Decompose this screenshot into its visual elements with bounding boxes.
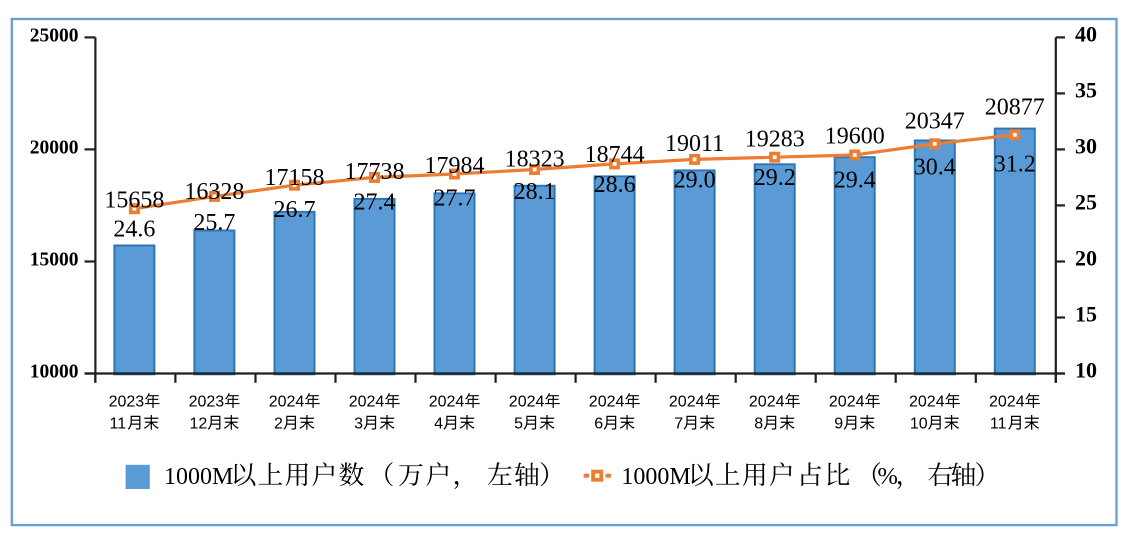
svg-text:8: 8 [754,415,763,432]
svg-text:19600: 19600 [825,124,885,150]
svg-text:7: 7 [674,415,683,432]
svg-text:35: 35 [1075,78,1097,103]
svg-text:2024: 2024 [509,394,545,411]
svg-text:5: 5 [514,415,523,432]
svg-text:9: 9 [834,415,843,432]
svg-text:27.7: 27.7 [434,185,476,211]
svg-text:15000: 15000 [30,250,79,271]
svg-text:25.7: 25.7 [193,210,235,236]
svg-text:2023: 2023 [109,394,145,411]
svg-text:20877: 20877 [985,94,1045,120]
svg-text:2024: 2024 [589,394,625,411]
svg-text:2024: 2024 [989,394,1025,411]
svg-text:%: % [878,463,898,490]
svg-text:1000M: 1000M [164,464,233,490]
svg-text:29.0: 29.0 [674,168,716,194]
svg-text:2024: 2024 [669,394,705,411]
svg-text:4: 4 [434,415,443,432]
svg-text:12: 12 [190,415,208,432]
svg-text:30: 30 [1075,134,1097,159]
svg-text:10000: 10000 [30,362,79,383]
svg-text:24.6: 24.6 [113,217,155,243]
svg-text:2023: 2023 [189,394,225,411]
svg-text:19283: 19283 [745,127,805,153]
svg-text:30.4: 30.4 [914,155,956,181]
svg-text:10: 10 [910,415,928,432]
svg-text:10: 10 [1075,358,1097,383]
svg-text:15: 15 [1075,302,1097,327]
svg-text:25000: 25000 [30,26,79,47]
svg-text:1000M: 1000M [621,464,690,490]
svg-text:20: 20 [1075,246,1097,271]
svg-text:6: 6 [594,415,603,432]
svg-text:2024: 2024 [909,394,945,411]
svg-text:17738: 17738 [345,159,405,185]
svg-text:29.2: 29.2 [754,165,796,191]
svg-text:29.4: 29.4 [834,168,876,194]
svg-text:2024: 2024 [429,394,465,411]
svg-text:2024: 2024 [269,394,305,411]
svg-text:40: 40 [1075,22,1097,47]
svg-text:28.1: 28.1 [514,179,556,205]
svg-text:16328: 16328 [184,179,244,205]
svg-text:2: 2 [274,415,283,432]
svg-text:27.4: 27.4 [354,190,396,216]
svg-text:28.6: 28.6 [594,172,636,198]
svg-text:20000: 20000 [30,138,79,159]
svg-text:18744: 18744 [585,142,645,168]
svg-text:25: 25 [1075,190,1097,215]
svg-text:2024: 2024 [749,394,785,411]
svg-text:15658: 15658 [104,187,164,213]
svg-text:26.7: 26.7 [274,197,316,223]
svg-text:20347: 20347 [905,108,965,134]
svg-text:11: 11 [110,415,127,432]
svg-text:2024: 2024 [829,394,865,411]
svg-text:17984: 17984 [425,153,485,179]
svg-text:18323: 18323 [505,147,565,173]
svg-text:31.2: 31.2 [994,152,1036,178]
svg-text:2024: 2024 [349,394,385,411]
svg-text:3: 3 [354,415,363,432]
svg-text:19011: 19011 [665,131,724,157]
svg-text:11: 11 [990,415,1007,432]
svg-text:17158: 17158 [265,165,325,191]
